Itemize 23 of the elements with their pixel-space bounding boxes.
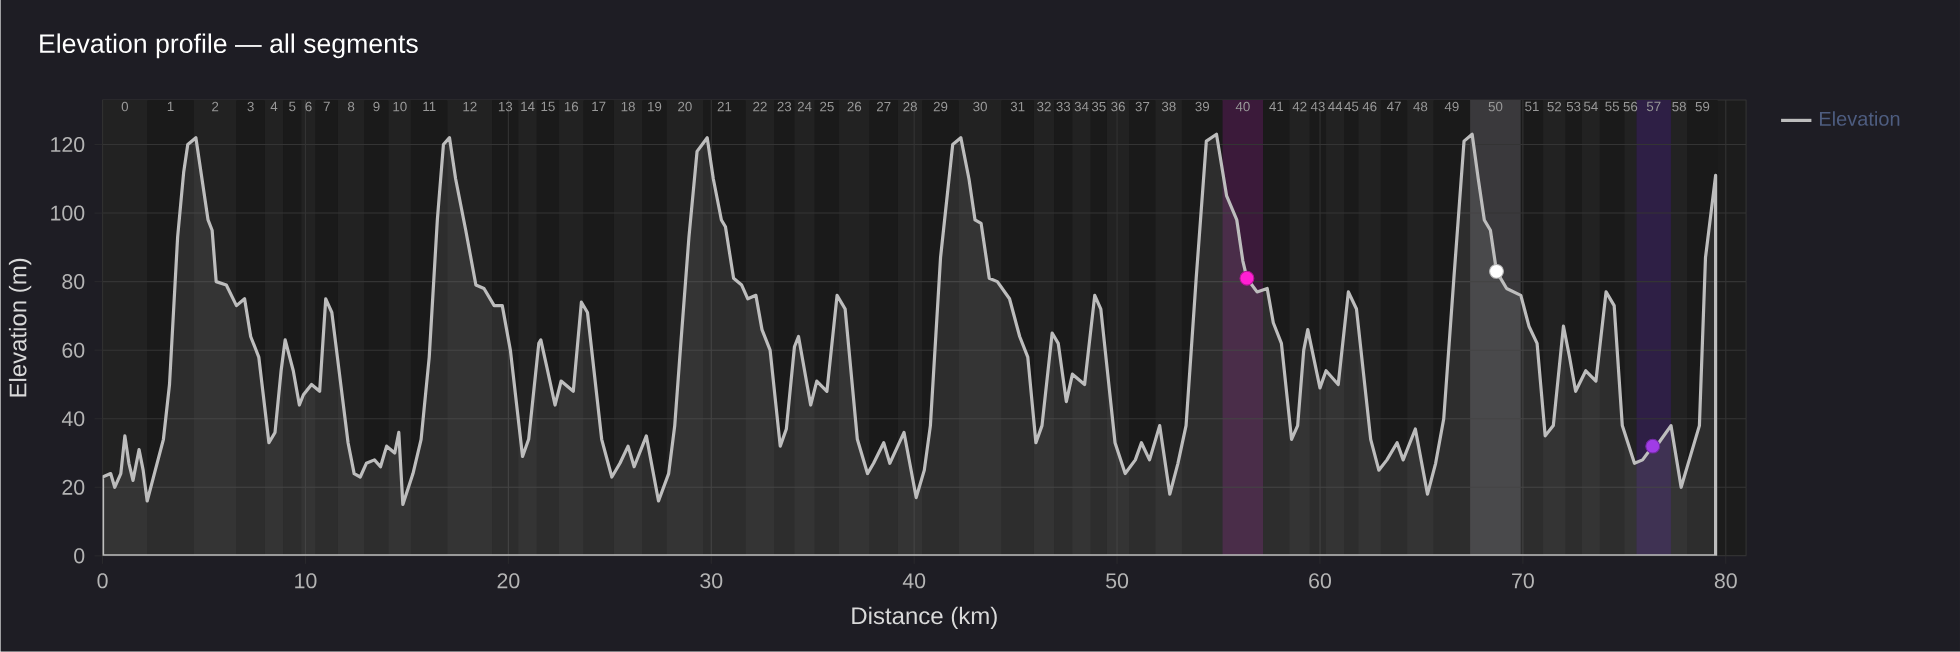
y-tick-label: 120 <box>51 137 85 153</box>
x-tick-label: 70 <box>1512 573 1534 589</box>
x-tick-label: 30 <box>700 573 723 589</box>
x-tick-label: 10 <box>295 573 317 589</box>
x-tick-label: 50 <box>1106 573 1129 589</box>
point <box>1239 270 1255 286</box>
x-tick-label: 60 <box>1309 573 1331 589</box>
y-tick-label: 40 <box>61 411 85 427</box>
y-tick-label: 100 <box>51 205 85 221</box>
y-axis-title: Elevation (m) <box>8 258 32 397</box>
legend-label: Elevation <box>1819 111 1900 126</box>
x-axis-title: Distance (km) <box>852 606 997 630</box>
y-tick-label: 60 <box>62 342 85 358</box>
y-tick-label: 0 <box>74 548 85 564</box>
chart-title: Elevation profile — all segments <box>40 33 418 59</box>
x-tick-label: 80 <box>1714 573 1737 589</box>
y-tick-label: 20 <box>62 479 85 495</box>
x-tick-label: 0 <box>97 573 108 589</box>
x-tick-label: 40 <box>902 573 926 589</box>
y-tick-label: 80 <box>62 274 85 290</box>
point <box>1645 438 1661 454</box>
x-tick-label: 20 <box>497 573 520 589</box>
point <box>1489 263 1504 279</box>
